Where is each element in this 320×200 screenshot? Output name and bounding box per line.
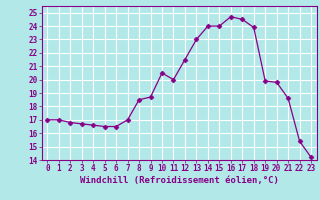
X-axis label: Windchill (Refroidissement éolien,°C): Windchill (Refroidissement éolien,°C): [80, 176, 279, 185]
